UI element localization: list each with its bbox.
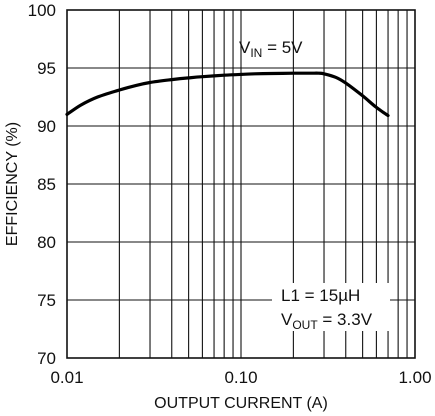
annotation-vout: VOUT = 3.3V <box>281 310 373 332</box>
y-axis-title: EFFICIENCY (%) <box>4 122 21 246</box>
x-tick-label: 0.01 <box>50 368 83 387</box>
x-tick-label: 1.00 <box>398 368 431 387</box>
y-tick-label: 80 <box>37 233 56 252</box>
y-tick-label: 85 <box>37 175 56 194</box>
y-tick-label: 70 <box>37 349 56 368</box>
tick-labels: 70 75 80 85 90 95 100 0.01 0.10 1.00 <box>28 1 432 387</box>
x-axis-title: OUTPUT CURRENT (A) <box>154 395 328 412</box>
y-tick-label: 95 <box>37 59 56 78</box>
plot-frame <box>66 9 416 359</box>
y-tick-label: 90 <box>37 117 56 136</box>
x-tick-label: 0.10 <box>224 368 257 387</box>
y-tick-label: 75 <box>37 291 56 310</box>
y-tick-label: 100 <box>28 1 56 20</box>
annotation-vin: VIN = 5V <box>239 38 303 60</box>
efficiency-curve <box>65 71 390 118</box>
annotation-box <box>272 283 390 331</box>
annotation-l1: L1 = 15µH <box>281 286 360 305</box>
